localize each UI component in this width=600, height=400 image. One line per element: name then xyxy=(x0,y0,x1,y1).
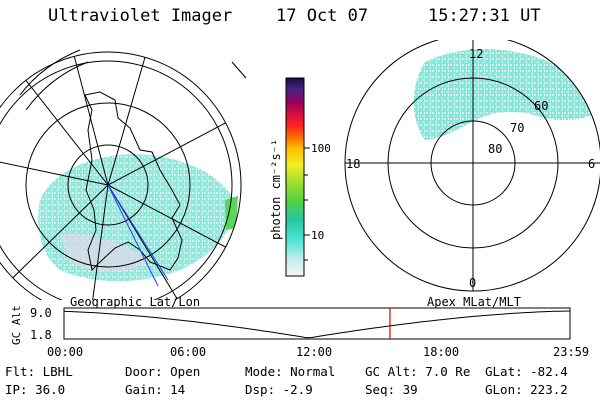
info-gain: Gain: 14 xyxy=(125,382,186,397)
info-gc-alt: GC Alt: 7.0 Re xyxy=(365,364,471,379)
timeline-left-label: Geographic Lat/Lon xyxy=(70,295,201,309)
info-glat: GLat: -82.4 xyxy=(485,364,568,379)
timeline-xtick-1800: 18:00 xyxy=(423,345,460,359)
lat-label-70: 70 xyxy=(510,121,524,135)
timeline-frame xyxy=(63,307,571,340)
info-filter: Flt: LBHL xyxy=(5,364,73,379)
info-door: Door: Open xyxy=(125,364,201,379)
timeline-xtick-1200: 12:00 xyxy=(296,345,333,359)
timeline-ytick-top: 9.0 xyxy=(30,306,52,320)
date-label: 17 Oct 07 xyxy=(276,6,369,26)
timeline-xtick-0600: 06:00 xyxy=(170,345,207,359)
timeline-ylabel: GC Alt xyxy=(10,305,23,345)
timeline-xtick-2359: 23:59 xyxy=(553,345,590,359)
mlt-label-0: 0 xyxy=(469,276,476,290)
info-seq: Seq: 39 xyxy=(365,382,418,397)
time-label: 15:27:31 UT xyxy=(428,6,541,26)
colorbar: 100 10 photon cm⁻²s⁻¹ xyxy=(269,77,330,277)
lat-label-80: 80 xyxy=(488,142,502,156)
info-ip: IP: 36.0 xyxy=(5,382,66,397)
timeline-right-label: Apex MLat/MLT xyxy=(427,295,521,309)
info-mode: Mode: Normal xyxy=(245,364,336,379)
lat-label-60: 60 xyxy=(534,99,548,113)
colorbar-unit-label: photon cm⁻²s⁻¹ xyxy=(269,139,283,240)
colorbar-tick-10: 10 xyxy=(311,229,324,242)
instrument-title: Ultraviolet Imager xyxy=(48,6,233,26)
timeline-xtick-0000: 00:00 xyxy=(47,345,84,359)
mlt-label-12: 12 xyxy=(469,47,483,61)
colorbar-tick-100: 100 xyxy=(311,142,330,155)
altitude-timeline: GC Alt 9.0 1.8 xyxy=(10,305,571,345)
info-glon: GLon: 223.2 xyxy=(485,382,568,397)
mlt-label-6: 6 xyxy=(588,157,595,171)
mlt-label-18: 18 xyxy=(346,157,360,171)
geographic-polar-image xyxy=(0,49,247,300)
altitude-curve xyxy=(63,310,571,339)
coastline xyxy=(84,91,183,272)
info-dsp: Dsp: -2.9 xyxy=(245,382,313,397)
timeline-ytick-bottom: 1.8 xyxy=(30,328,52,342)
mlt-polar-plot: 12 18 6 0 60 70 80 xyxy=(344,40,600,292)
colorbar-gradient xyxy=(285,77,305,277)
auroral-oval xyxy=(413,48,592,140)
